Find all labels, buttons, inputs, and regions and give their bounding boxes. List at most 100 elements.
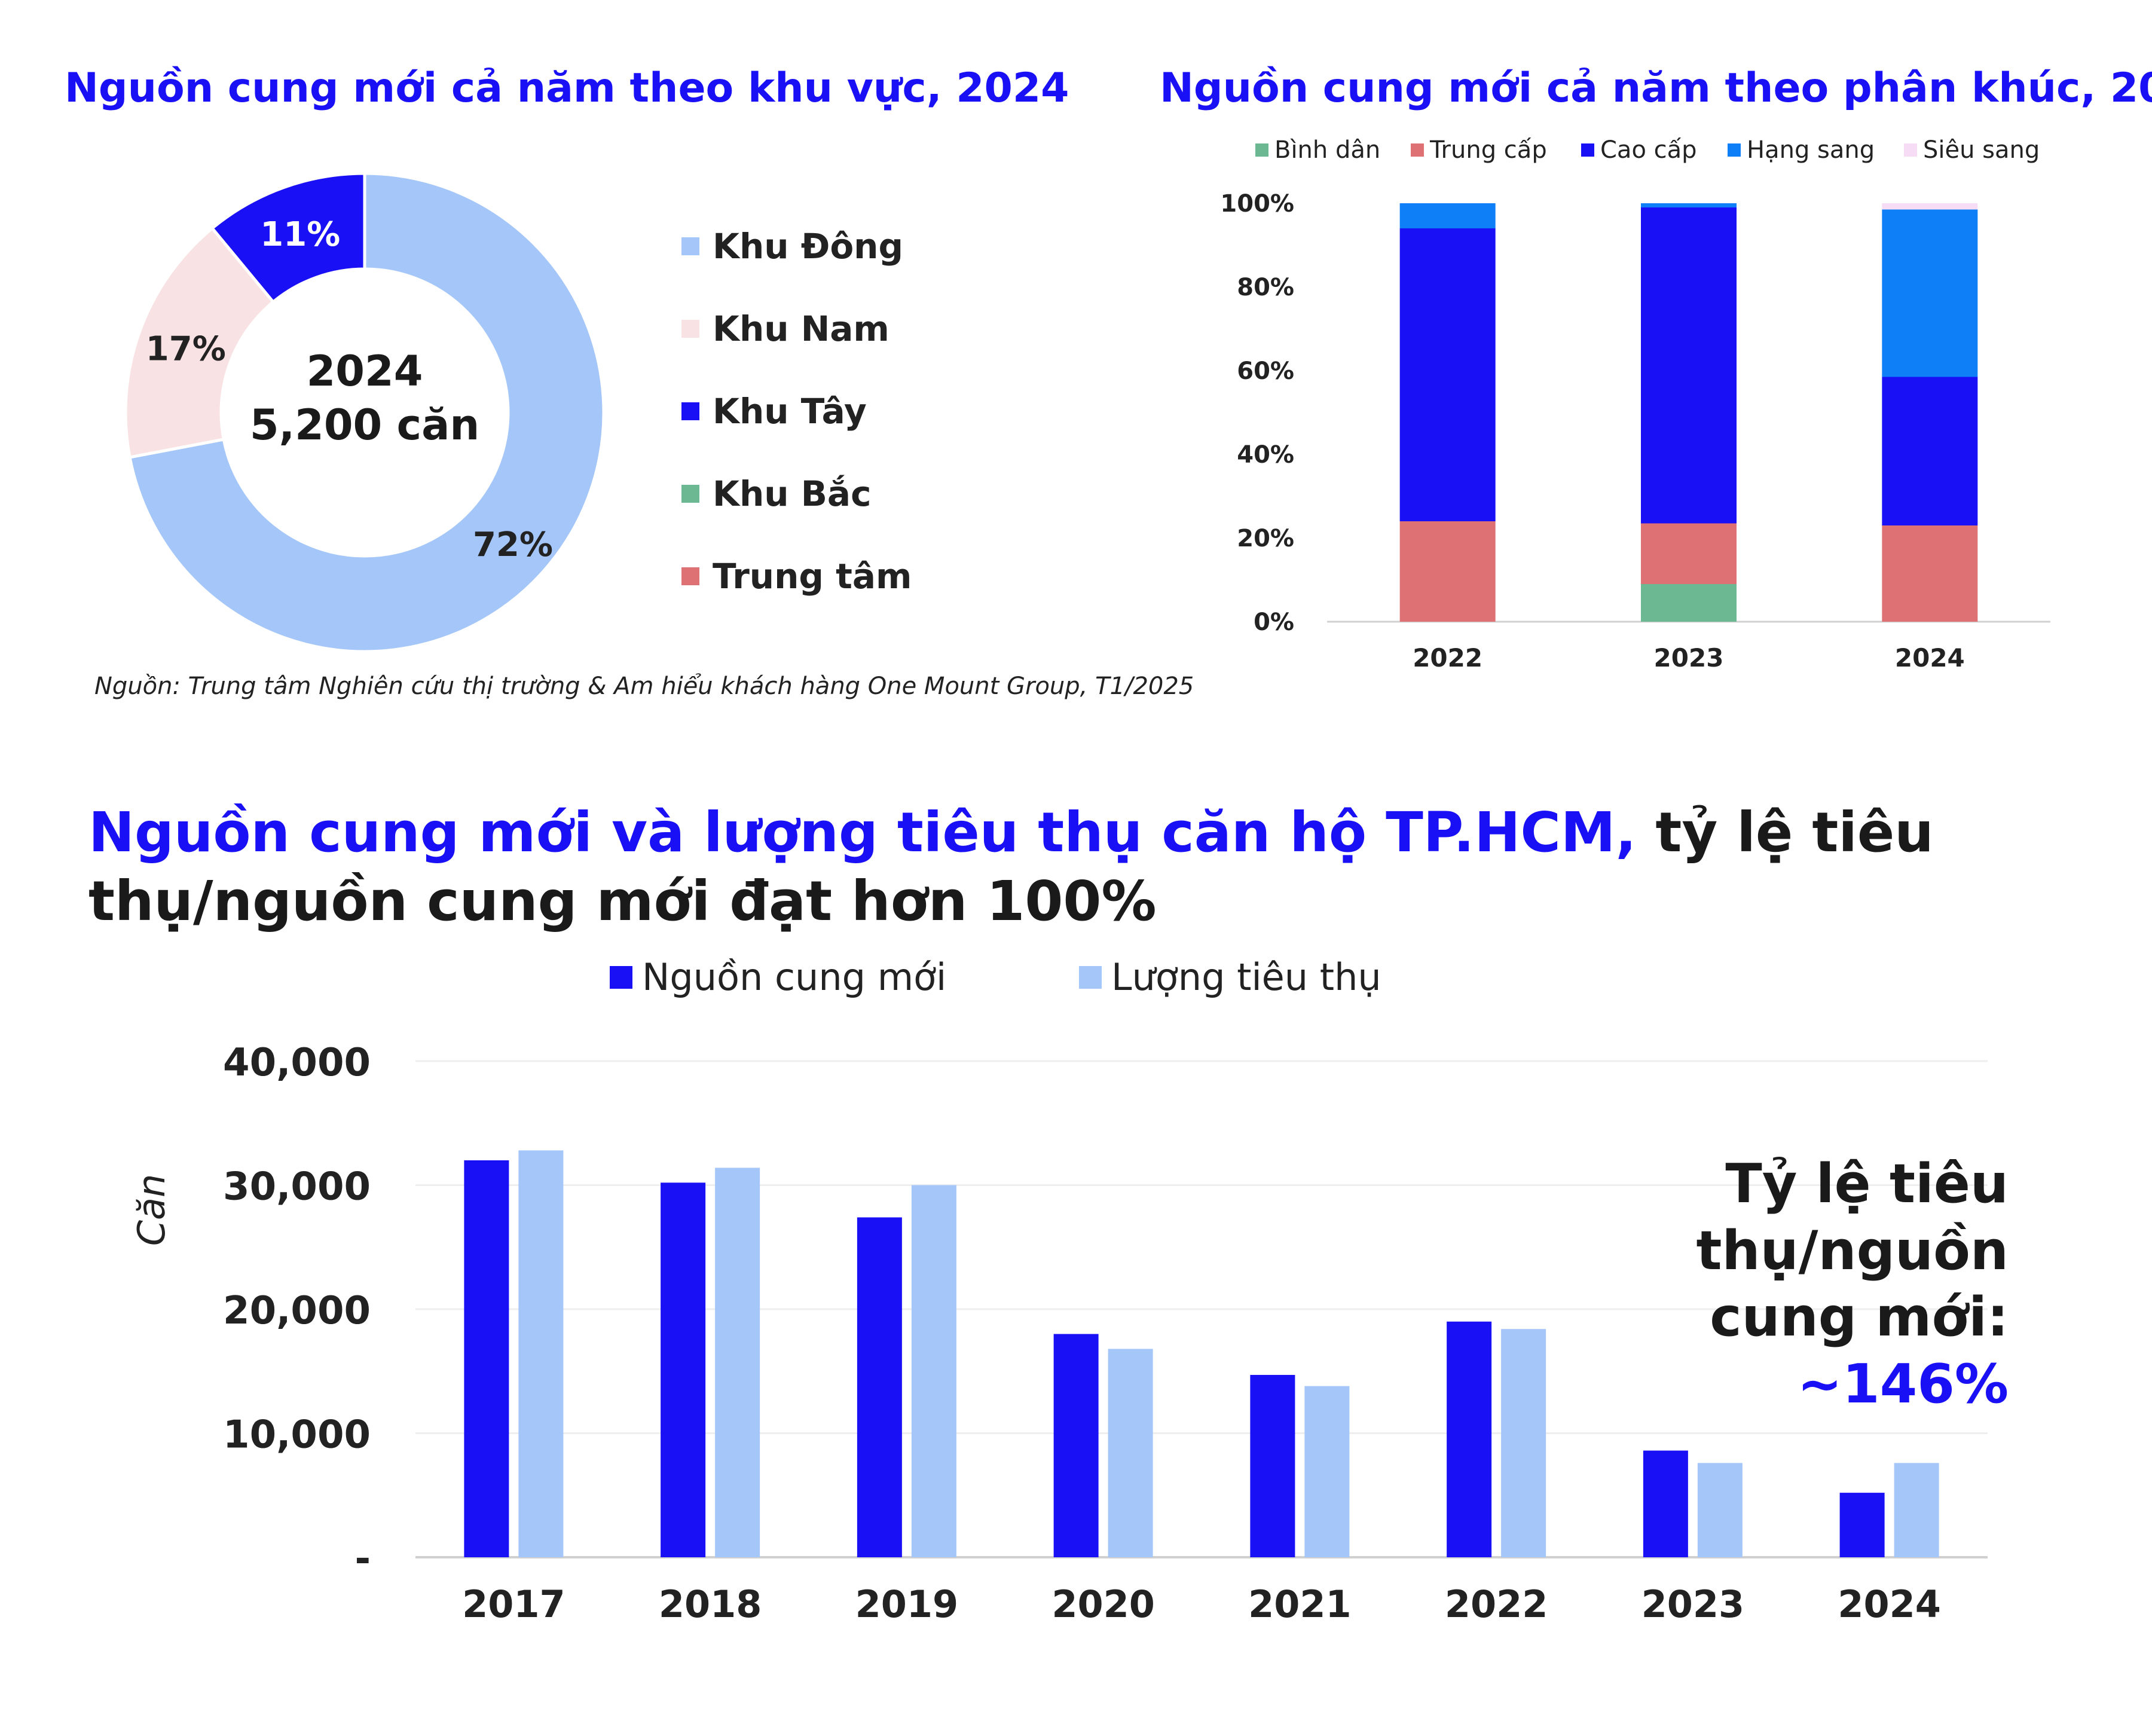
- grouped-bar-2020-nguon-cung-moi: [1053, 1334, 1099, 1557]
- donut-slice-khu-dong: [128, 172, 606, 653]
- grouped-y-tick: -: [354, 1537, 371, 1581]
- stacked-legend-item-hang-sang: Hạng sang: [1728, 136, 1875, 164]
- legend-swatch: [681, 485, 699, 503]
- stacked-bar-2024-hang-sang: [1882, 209, 1978, 377]
- stacked-bar-2023-binh-dan: [1641, 584, 1737, 622]
- ratio-line-1: Tỷ lệ tiêu: [1725, 1153, 2009, 1215]
- grouped-x-tick-2017: 2017: [462, 1582, 565, 1626]
- legend-label: Khu Tây: [713, 391, 867, 432]
- grouped-x-tick-2018: 2018: [659, 1582, 762, 1626]
- grouped-bar-2021-luong-tieu-thu: [1304, 1386, 1350, 1557]
- stacked-y-tick: 60%: [1237, 357, 1294, 385]
- ratio-callout: Tỷ lệ tiêu thụ/nguồn cung mới: ~146%: [1578, 1151, 2009, 1417]
- legend-swatch: [681, 402, 699, 420]
- donut-chart: 72% 17% 11% 2024 5,200 căn: [124, 172, 606, 653]
- donut-label-khu-tay: 11%: [260, 215, 340, 254]
- grouped-bar-2024-luong-tieu-thu: [1894, 1463, 1939, 1557]
- source-note: Nguồn: Trung tâm Nghiên cứu thị trường &…: [94, 673, 1194, 700]
- ratio-value: ~146%: [1797, 1352, 2009, 1416]
- donut-legend-item-khu-tay: Khu Tây: [681, 391, 867, 432]
- stacked-y-tick: 100%: [1220, 190, 1294, 218]
- grouped-bar-2022-luong-tieu-thu: [1501, 1329, 1546, 1557]
- stacked-bar-2024-cao-cap: [1882, 377, 1978, 525]
- legend-label: Lượng tiêu thụ: [1111, 955, 1381, 999]
- legend-label: Trung tâm: [713, 556, 912, 597]
- grouped-legend-item-luong-tieu-thu: Lượng tiêu thụ: [1079, 955, 1381, 999]
- donut-legend-item-khu-bac: Khu Bắc: [681, 473, 871, 514]
- legend-label: Cao cấp: [1600, 136, 1697, 164]
- stacked-legend-item-sieu-sang: Siêu sang: [1904, 136, 2040, 164]
- ratio-line-3: cung mới:: [1710, 1286, 2009, 1349]
- grouped-legend-item-nguon-cung-moi: Nguồn cung mới: [610, 955, 946, 999]
- stacked-y-tick: 80%: [1237, 274, 1294, 301]
- donut-slice-khu-nam: [124, 226, 276, 459]
- grouped-bar-2018-luong-tieu-thu: [715, 1167, 760, 1557]
- grouped-bar-2017-nguon-cung-moi: [464, 1160, 509, 1557]
- grouped-bar-2019-luong-tieu-thu: [911, 1185, 956, 1557]
- grouped-x-tick-2022: 2022: [1445, 1582, 1548, 1626]
- stacked-bar-2023-hang-sang: [1641, 203, 1737, 207]
- grouped-bar-2017-luong-tieu-thu: [518, 1150, 564, 1557]
- donut-chart-title: Nguồn cung mới cả năm theo khu vực, 2024: [65, 65, 1069, 112]
- legend-swatch: [681, 320, 699, 338]
- stacked-bar-2024-trung-cap: [1882, 525, 1978, 622]
- stacked-bar-2022-cao-cap: [1399, 228, 1496, 521]
- legend-swatch: [1728, 143, 1741, 157]
- grouped-x-tick-2019: 2019: [855, 1582, 959, 1626]
- grouped-chart: - 10,000 20,000 30,000 40,000 Căn 2017 2018 2019…: [130, 1041, 1988, 1626]
- legend-label: Hạng sang: [1747, 136, 1875, 164]
- donut-center-year: 2024: [307, 347, 423, 396]
- stacked-bar-2022-hang-sang: [1399, 203, 1496, 228]
- grouped-bar-2022-nguon-cung-moi: [1447, 1321, 1492, 1557]
- grouped-bar-2023-nguon-cung-moi: [1643, 1450, 1688, 1557]
- ratio-line-2: thụ/nguồn: [1696, 1219, 2009, 1282]
- grouped-x-tick-2023: 2023: [1641, 1582, 1745, 1626]
- stacked-y-tick: 20%: [1237, 525, 1294, 552]
- grouped-bar-2023-luong-tieu-thu: [1697, 1463, 1743, 1557]
- legend-label: Khu Bắc: [713, 473, 872, 514]
- main-heading: Nguồn cung mới và lượng tiêu thụ căn hộ …: [88, 798, 2091, 936]
- grouped-bar-2018-nguon-cung-moi: [661, 1182, 706, 1557]
- legend-label: Siêu sang: [1923, 136, 2040, 164]
- donut-slice-khu-tay: [210, 172, 366, 304]
- grouped-bar-2024-nguon-cung-moi: [1839, 1493, 1885, 1557]
- grouped-x-tick-2024: 2024: [1838, 1582, 1941, 1626]
- legend-swatch: [1581, 143, 1594, 157]
- donut-legend-item-trung-tam: Trung tâm: [681, 556, 912, 597]
- stacked-bar-2023-cao-cap: [1641, 207, 1737, 524]
- donut-label-khu-nam: 17%: [146, 329, 226, 368]
- donut-legend-item-khu-nam: Khu Nam: [681, 308, 889, 349]
- stacked-legend-item-binh-dan: Bình dân: [1255, 136, 1380, 164]
- grouped-y-label: Căn: [130, 1174, 173, 1246]
- grouped-y-tick: 20,000: [223, 1289, 371, 1333]
- legend-swatch: [681, 237, 699, 255]
- legend-swatch: [610, 965, 632, 989]
- grouped-bar-2019-nguon-cung-moi: [857, 1217, 902, 1557]
- stacked-chart-title: Nguồn cung mới cả năm theo phân khúc, 20…: [1160, 65, 2152, 112]
- stacked-bar-2023-trung-cap: [1641, 523, 1737, 584]
- legend-swatch: [1904, 143, 1917, 157]
- stacked-x-tick-2023: 2023: [1654, 643, 1724, 673]
- stacked-legend-item-trung-cap: Trung cấp: [1411, 136, 1547, 164]
- stacked-legend-item-cao-cap: Cao cấp: [1581, 136, 1697, 164]
- legend-swatch: [1411, 143, 1424, 157]
- donut-legend-item-khu-dong: Khu Đông: [681, 226, 903, 267]
- grouped-y-tick: 10,000: [223, 1413, 371, 1457]
- grouped-bar-2020-luong-tieu-thu: [1108, 1349, 1153, 1557]
- stacked-y-tick: 0%: [1254, 609, 1294, 636]
- legend-label: Khu Đông: [713, 226, 903, 267]
- main-heading-blue: Nguồn cung mới và lượng tiêu thụ căn hộ …: [88, 800, 1637, 864]
- legend-swatch: [1255, 143, 1268, 157]
- legend-swatch: [1079, 965, 1102, 989]
- grouped-y-tick: 40,000: [223, 1041, 371, 1085]
- legend-swatch: [681, 567, 699, 585]
- legend-label: Trung cấp: [1430, 136, 1547, 164]
- grouped-bar-2021-nguon-cung-moi: [1250, 1374, 1295, 1557]
- stacked-bar-2024-sieu-sang: [1882, 203, 1978, 210]
- legend-label: Bình dân: [1274, 136, 1381, 164]
- legend-label: Nguồn cung mới: [642, 955, 947, 999]
- donut-label-khu-dong: 72%: [473, 525, 553, 564]
- stacked-bar-2022-trung-cap: [1399, 521, 1496, 622]
- stacked-x-tick-2024: 2024: [1895, 643, 1965, 673]
- main-heading-dark: tỷ lệ tiêu thụ/nguồn cung mới đạt hơn 10…: [88, 800, 1934, 933]
